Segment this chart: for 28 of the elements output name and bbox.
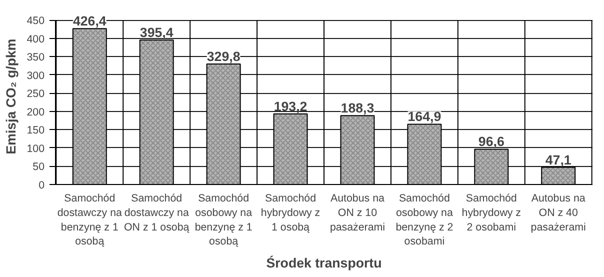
y-tick-label: 400 bbox=[26, 33, 45, 46]
data-label: 193,2 bbox=[274, 98, 308, 114]
y-tick-label: 50 bbox=[32, 161, 45, 174]
x-tick-label: Samochód dostawczy na benzynę z 1 osobą bbox=[57, 192, 122, 248]
data-label: 96,6 bbox=[478, 134, 504, 150]
y-tick-label: 150 bbox=[26, 124, 45, 137]
y-tick-label: 300 bbox=[26, 70, 45, 82]
x-axis-title: Środek transportu bbox=[266, 256, 382, 271]
y-tick-label: 100 bbox=[26, 142, 45, 155]
x-tick-label: Samochód hybrydowy z 1 osobą bbox=[260, 192, 320, 234]
y-tick-label: 0 bbox=[38, 180, 45, 192]
x-tick-label: Samochód dostawczy na ON z 1 osobą bbox=[124, 192, 190, 234]
x-tick-label: Samochód osobowy na benzynę z 2 osobami bbox=[396, 192, 454, 248]
data-label: 164,9 bbox=[408, 109, 442, 124]
data-label: 426,4 bbox=[72, 14, 107, 29]
y-tick-label: 450 bbox=[26, 15, 45, 28]
x-tick-label: Autobus na ON z 10 pasażerami bbox=[330, 192, 386, 234]
data-label: 329,8 bbox=[206, 48, 240, 64]
x-tick-label: Samochód osobowy na benzynę z 1 osobą bbox=[194, 192, 252, 248]
y-tick-label: 250 bbox=[26, 88, 45, 100]
y-tick-label: 350 bbox=[26, 52, 45, 64]
y-tick-label: 200 bbox=[26, 106, 45, 118]
x-tick-label: Samochód hybrydowy z 2 osobami bbox=[462, 192, 522, 234]
data-label: 395,4 bbox=[140, 24, 174, 40]
y-axis-title: Emisja CO₂ g/pkm bbox=[4, 38, 19, 154]
x-tick-label: Autobus na ON z 40 pasażerami bbox=[530, 192, 586, 234]
data-label: 188,3 bbox=[340, 100, 374, 116]
data-label: 47,1 bbox=[545, 152, 572, 168]
